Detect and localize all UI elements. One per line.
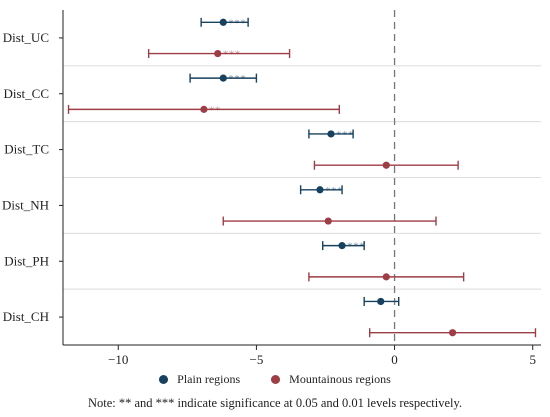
point-plain-regions-dist-uc	[219, 18, 227, 26]
x-tick-label: −5	[249, 352, 263, 367]
legend-marker-mountainous	[271, 375, 281, 384]
point-mountainous-regions-dist-ch	[448, 329, 457, 337]
point-mountainous-regions-dist-cc	[200, 105, 208, 113]
significance-label-plain-regions-dist-cc: ***	[228, 73, 246, 85]
x-tick-label: −10	[108, 352, 128, 367]
point-plain-regions-dist-ph	[338, 242, 346, 250]
point-mountainous-regions-dist-nh	[324, 217, 332, 225]
legend-item-mountainous: Mountainous regions	[271, 372, 391, 387]
significance-label-plain-regions-dist-ph: ***	[347, 241, 365, 253]
category-label-dist-uc: Dist_UC	[3, 30, 49, 45]
significance-label-plain-regions-dist-nh: ***	[325, 185, 343, 197]
point-plain-regions-dist-nh	[316, 186, 324, 194]
x-tick-label: 0	[391, 352, 398, 367]
significance-label-mountainous-regions-dist-uc: ***	[223, 49, 241, 61]
significance-label-mountainous-regions-dist-cc: **	[209, 104, 221, 116]
category-label-dist-ch: Dist_CH	[3, 309, 49, 324]
legend-marker-plain	[159, 375, 169, 384]
point-mountainous-regions-dist-tc	[382, 161, 390, 169]
significance-label-plain-regions-dist-tc: ***	[336, 129, 354, 141]
x-tick-label: 5	[529, 352, 536, 367]
significance-label-plain-regions-dist-uc: ***	[228, 17, 246, 29]
point-mountainous-regions-dist-ph	[382, 273, 390, 281]
category-label-dist-tc: Dist_TC	[4, 142, 49, 157]
category-label-dist-ph: Dist_PH	[4, 253, 49, 268]
legend-item-plain: Plain regions	[159, 372, 240, 387]
coefficient-chart: −10 −5 0 5 Dist_UC Dist_CC Dist_TC Dist_NH Dist_…	[2, 10, 541, 367]
category-label-dist-nh: Dist_NH	[2, 197, 49, 212]
legend-label-plain: Plain regions	[177, 372, 241, 386]
legend-label-mountainous: Mountainous regions	[289, 372, 391, 386]
category-label-dist-cc: Dist_CC	[3, 86, 49, 101]
point-plain-regions-dist-ch	[377, 297, 385, 306]
point-plain-regions-dist-cc	[219, 74, 227, 82]
point-plain-regions-dist-tc	[327, 130, 335, 138]
point-mountainous-regions-dist-uc	[214, 49, 222, 58]
legend: Plain regions Mountainous regions	[0, 372, 550, 388]
footnote: Note: ** and *** indicate significance a…	[87, 396, 463, 410]
